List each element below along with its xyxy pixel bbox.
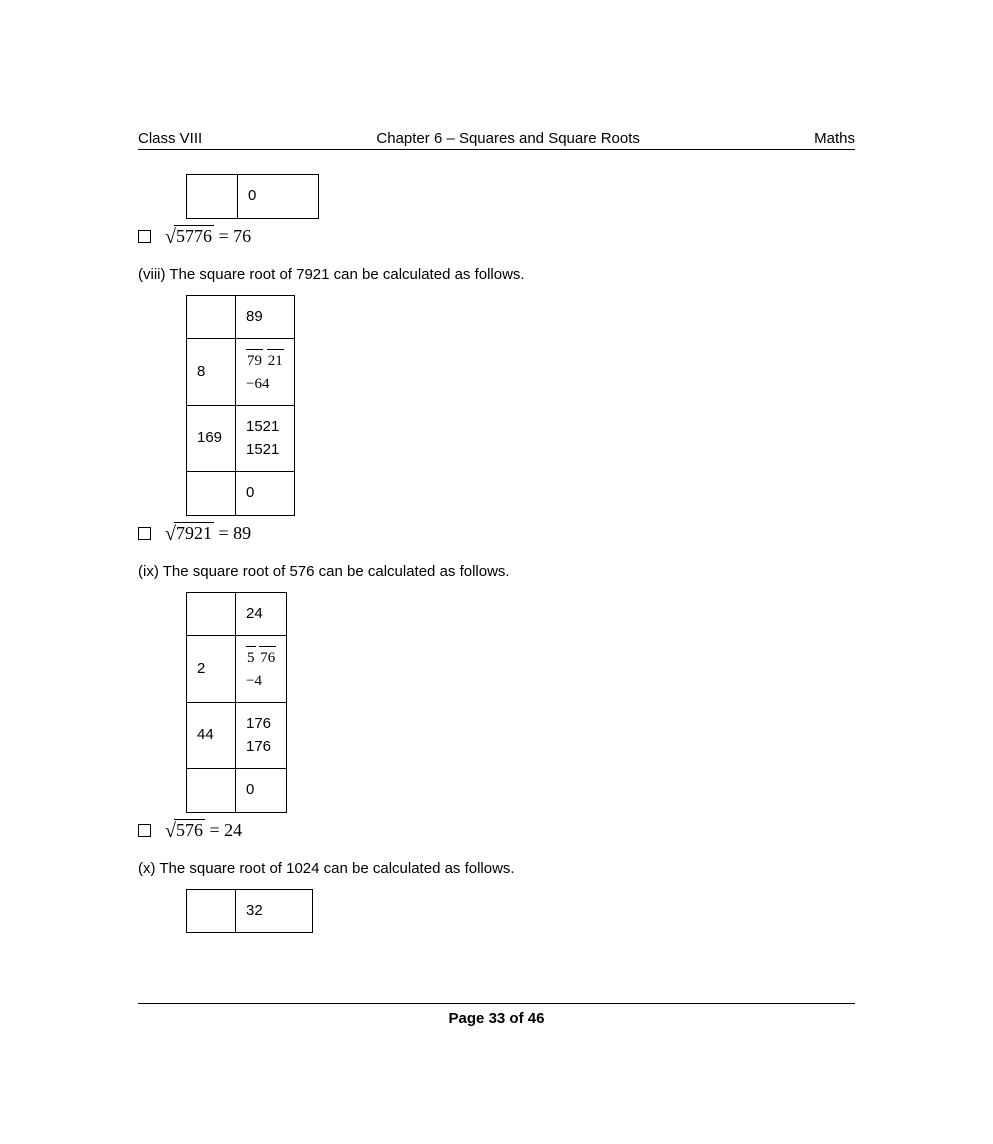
radicand: 5776 — [174, 225, 214, 247]
table-cell: 176 176 — [236, 703, 287, 769]
table-cell: 89 — [236, 295, 295, 339]
minus-value: −64 — [246, 373, 284, 396]
subject-label: Maths — [814, 130, 855, 147]
radicand: 576 — [174, 819, 205, 841]
section-viii-intro: (viii) The square root of 7921 can be ca… — [138, 266, 855, 283]
table-cell — [187, 592, 236, 636]
math-expression: √5776 = 76 — [165, 225, 251, 248]
table-cell: 5 76 −4 — [236, 636, 287, 703]
checkbox-icon — [138, 230, 151, 243]
radical-sign: √ — [165, 226, 176, 249]
radicand: 7921 — [174, 522, 214, 544]
table-cell — [187, 175, 238, 219]
table-cell — [187, 295, 236, 339]
page-footer: Page 33 of 46 — [138, 1003, 855, 1027]
table-cell — [187, 769, 236, 813]
class-label: Class VIII — [138, 130, 202, 147]
section-x-intro: (x) The square root of 1024 can be calcu… — [138, 860, 855, 877]
calc-table-7921: 89 8 79 21 −64 169 1521 1521 0 — [186, 295, 295, 516]
checkbox-icon — [138, 527, 151, 540]
table-cell: 0 — [238, 175, 319, 219]
table-cell: 0 — [236, 472, 295, 516]
equals-value: = 24 — [209, 820, 242, 841]
table-cell: 32 — [236, 889, 313, 933]
radical-sign: √ — [165, 523, 176, 546]
math-expression: √576 = 24 — [165, 819, 242, 842]
table-cell — [187, 472, 236, 516]
chapter-label: Chapter 6 – Squares and Square Roots — [376, 130, 640, 147]
table-cell — [187, 889, 236, 933]
result-line-576: √576 = 24 — [138, 819, 855, 842]
table-cell: 79 21 −64 — [236, 339, 295, 406]
top-zero-table: 0 — [186, 174, 319, 219]
bar-pair: 76 — [259, 646, 276, 670]
table-cell: 0 — [236, 769, 287, 813]
table-cell: 44 — [187, 703, 236, 769]
math-expression: √7921 = 89 — [165, 522, 251, 545]
bar-pair: 79 — [246, 349, 263, 373]
calc-table-1024: 32 — [186, 889, 313, 934]
equals-value: = 76 — [218, 226, 251, 247]
result-line-5776: √5776 = 76 — [138, 225, 855, 248]
result-line-7921: √7921 = 89 — [138, 522, 855, 545]
table-cell: 2 — [187, 636, 236, 703]
checkbox-icon — [138, 824, 151, 837]
page-header: Class VIII Chapter 6 – Squares and Squar… — [138, 130, 855, 150]
table-cell: 8 — [187, 339, 236, 406]
bar-pair: 5 — [246, 646, 256, 670]
table-cell: 169 — [187, 406, 236, 472]
section-ix-intro: (ix) The square root of 576 can be calcu… — [138, 563, 855, 580]
equals-value: = 89 — [218, 523, 251, 544]
page-number: Page 33 of 46 — [449, 1010, 545, 1027]
table-cell: 24 — [236, 592, 287, 636]
minus-value: −4 — [246, 670, 276, 693]
radical-sign: √ — [165, 820, 176, 843]
bar-pair: 21 — [267, 349, 284, 373]
calc-table-576: 24 2 5 76 −4 44 176 176 0 — [186, 592, 287, 813]
table-cell: 1521 1521 — [236, 406, 295, 472]
